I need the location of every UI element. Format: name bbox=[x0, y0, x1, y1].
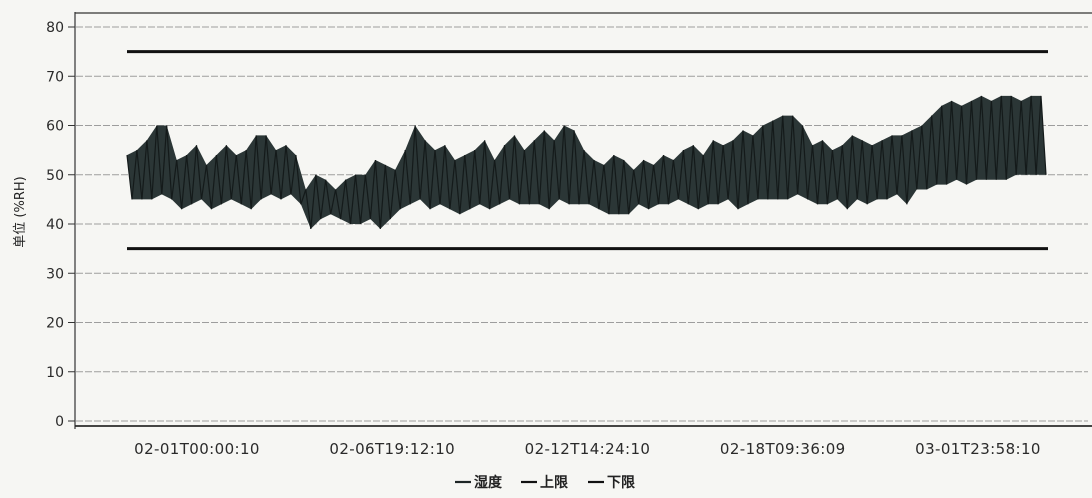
y-tick-label: 30 bbox=[46, 266, 64, 282]
legend-label-humidity: 湿度 bbox=[474, 474, 503, 491]
y-tick-label: 50 bbox=[46, 168, 64, 184]
legend: 湿度 上限 下限 bbox=[455, 474, 635, 491]
x-tick-label: 02-18T09:36:09 bbox=[720, 440, 846, 458]
legend-item-humidity: 湿度 bbox=[455, 474, 503, 491]
y-axis-ticks: 0 10 20 30 40 50 60 70 80 bbox=[46, 20, 75, 430]
x-axis-ticks: 02-01T00:00:10 02-06T19:12:10 02-12T14:24:… bbox=[134, 440, 1041, 458]
series-band-humidity bbox=[127, 95, 1046, 229]
y-tick-label: 0 bbox=[55, 414, 64, 430]
y-tick-label: 80 bbox=[46, 20, 64, 36]
plot-frame bbox=[74, 12, 1092, 429]
x-tick-label: 03-01T23:58:10 bbox=[915, 440, 1041, 458]
y-tick-label: 20 bbox=[46, 316, 64, 332]
y-tick-label: 60 bbox=[46, 119, 64, 135]
series-layer bbox=[126, 50, 1048, 251]
gridlines bbox=[76, 26, 1088, 422]
x-tick-label: 02-06T19:12:10 bbox=[329, 440, 455, 458]
legend-label-upper-limit: 上限 bbox=[540, 475, 568, 491]
y-tick-label: 10 bbox=[46, 365, 64, 381]
series-line-humidity bbox=[126, 95, 1047, 229]
y-tick-label: 70 bbox=[46, 69, 64, 85]
legend-item-lower-limit: 下限 bbox=[588, 475, 635, 491]
x-tick-label: 02-01T00:00:10 bbox=[134, 440, 260, 458]
y-tick-label: 40 bbox=[46, 217, 64, 233]
legend-item-upper-limit: 上限 bbox=[521, 475, 568, 491]
legend-label-lower-limit: 下限 bbox=[607, 475, 635, 491]
x-tick-label: 02-12T14:24:10 bbox=[525, 440, 651, 458]
y-axis-label: 单位 (%RH) bbox=[13, 176, 28, 247]
